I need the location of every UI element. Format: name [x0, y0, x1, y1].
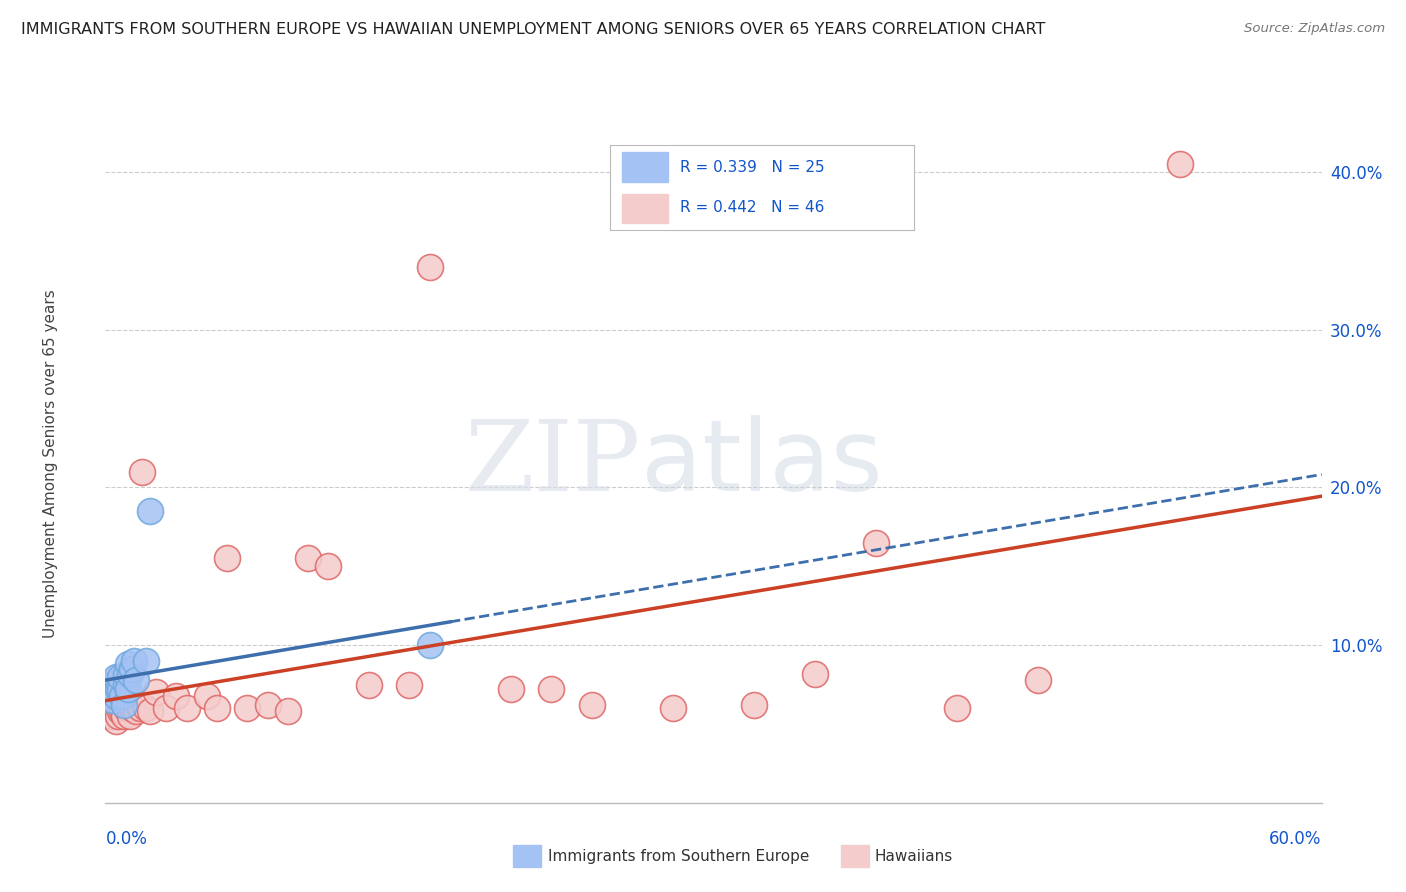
Point: [499, 682, 522, 697]
Text: 60.0%: 60.0%: [1270, 830, 1322, 848]
Point: [96, 689, 118, 703]
Point: [100, 701, 122, 715]
Point: [131, 465, 153, 479]
Point: [176, 701, 198, 715]
Point: [155, 701, 177, 715]
Point: [104, 689, 127, 703]
Point: [662, 701, 685, 715]
Point: [96, 682, 118, 697]
Text: Immigrants from Southern Europe: Immigrants from Southern Europe: [548, 849, 810, 863]
Text: ZIP: ZIP: [464, 416, 641, 512]
Point: [104, 670, 127, 684]
Text: Hawaiians: Hawaiians: [875, 849, 953, 863]
Point: [98, 698, 121, 712]
Text: 0.0%: 0.0%: [105, 830, 148, 848]
Point: [297, 551, 319, 566]
Text: R = 0.339   N = 25: R = 0.339 N = 25: [681, 160, 825, 175]
Point: [111, 704, 134, 718]
Point: [98, 709, 121, 723]
Point: [111, 689, 134, 703]
Point: [419, 260, 441, 274]
Point: [104, 714, 127, 728]
Point: [114, 701, 136, 715]
Point: [139, 704, 162, 718]
Point: [1026, 673, 1049, 687]
Point: [98, 677, 121, 691]
Point: [112, 709, 135, 723]
Point: [114, 677, 136, 691]
Point: [145, 685, 167, 699]
Point: [419, 638, 441, 652]
Point: [107, 682, 129, 697]
Point: [581, 698, 603, 712]
Point: [129, 701, 152, 715]
Point: [100, 709, 122, 723]
Point: [125, 673, 148, 687]
Point: [139, 504, 162, 518]
Point: [96, 698, 118, 712]
Point: [108, 704, 131, 718]
Point: [118, 709, 141, 723]
Point: [357, 677, 380, 691]
Bar: [623, 194, 668, 223]
Point: [398, 677, 420, 691]
Point: [195, 689, 218, 703]
Point: [256, 698, 278, 712]
Point: [165, 689, 187, 703]
Point: [135, 701, 157, 715]
Point: [217, 551, 239, 566]
Point: [540, 682, 562, 697]
Point: [865, 535, 887, 549]
Point: [117, 657, 139, 671]
Point: [98, 685, 121, 699]
Point: [122, 654, 145, 668]
Point: [1168, 157, 1191, 171]
Point: [277, 704, 299, 718]
Point: [117, 701, 139, 715]
Point: [103, 685, 125, 699]
Text: Source: ZipAtlas.com: Source: ZipAtlas.com: [1244, 22, 1385, 36]
Point: [318, 559, 340, 574]
Point: [121, 701, 143, 715]
Text: atlas: atlas: [641, 416, 882, 512]
Point: [112, 698, 135, 712]
Point: [107, 709, 129, 723]
Point: [117, 682, 139, 697]
Text: IMMIGRANTS FROM SOUTHERN EUROPE VS HAWAIIAN UNEMPLOYMENT AMONG SENIORS OVER 65 Y: IMMIGRANTS FROM SOUTHERN EUROPE VS HAWAI…: [21, 22, 1046, 37]
Point: [742, 698, 765, 712]
Point: [108, 682, 131, 697]
Point: [114, 666, 136, 681]
Point: [945, 701, 967, 715]
Point: [108, 670, 131, 684]
Point: [121, 662, 143, 676]
Text: R = 0.442   N = 46: R = 0.442 N = 46: [681, 201, 824, 216]
Point: [205, 701, 228, 715]
Bar: [623, 152, 668, 182]
Point: [125, 704, 148, 718]
Point: [100, 693, 122, 707]
Point: [118, 666, 141, 681]
Point: [103, 704, 125, 718]
Point: [236, 701, 259, 715]
Point: [100, 677, 122, 691]
Point: [135, 654, 157, 668]
Point: [96, 689, 118, 703]
Text: Unemployment Among Seniors over 65 years: Unemployment Among Seniors over 65 years: [44, 290, 58, 638]
Point: [804, 666, 827, 681]
